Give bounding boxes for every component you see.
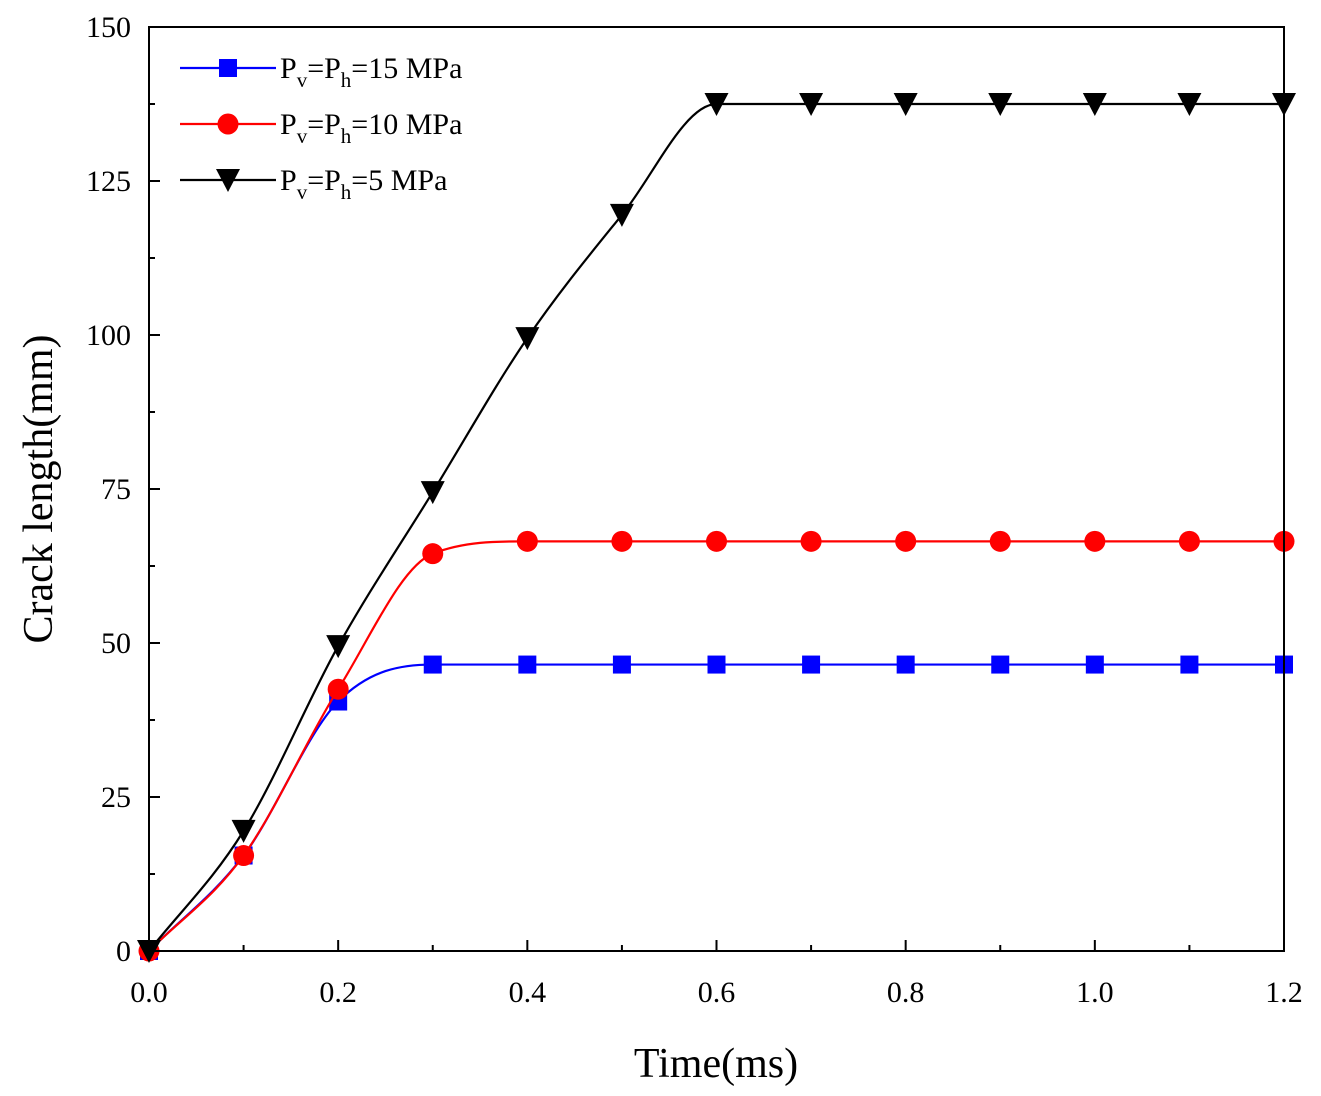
data-point [1084, 530, 1106, 552]
data-point [233, 845, 255, 867]
legend-subscript: v [297, 68, 308, 92]
data-point [612, 655, 631, 674]
legend-subscript: h [341, 124, 352, 148]
data-point [231, 819, 256, 843]
data-point [896, 655, 915, 674]
x-tick-label: 0.8 [887, 976, 925, 1009]
x-tick-label: 1.0 [1076, 976, 1114, 1009]
data-point [327, 678, 349, 700]
legend-text-part: P [280, 52, 297, 85]
ticks-layer: 0.0 0.2 0.4 0.6 0.8 1.0 1.2 0 25 50 75 100 125 150 [86, 11, 1303, 1009]
series-0 [140, 655, 1293, 960]
data-point [423, 655, 442, 674]
series-2 [137, 93, 1296, 963]
x-tick-label: 0.2 [319, 976, 357, 1009]
data-point [422, 543, 444, 565]
legend-text-part: =10 MPa [351, 108, 462, 141]
legend-text-part: =P [307, 108, 341, 141]
y-tick-label: 100 [86, 319, 131, 352]
data-point [518, 655, 537, 674]
legend-marker [216, 169, 240, 192]
x-tick-label: 0.6 [698, 976, 736, 1009]
data-point [893, 93, 918, 116]
legend-text-part: =5 MPa [351, 164, 447, 197]
data-point [991, 655, 1010, 674]
data-point [704, 93, 729, 116]
y-tick-label: 125 [86, 165, 131, 198]
y-tick-label: 25 [101, 781, 131, 814]
series-1 [138, 530, 1295, 962]
data-point [1178, 530, 1200, 552]
data-point [988, 93, 1013, 116]
data-point [800, 530, 822, 552]
data-point [1177, 93, 1202, 116]
legend-marker [219, 59, 237, 77]
y-tick-label: 0 [116, 935, 131, 968]
x-tick-label: 1.2 [1265, 976, 1303, 1009]
legend-text-part: =P [307, 52, 341, 85]
data-point [989, 530, 1011, 552]
data-point [609, 203, 634, 227]
data-point [895, 530, 917, 552]
y-tick-label: 50 [101, 627, 131, 660]
y-tick-label: 150 [86, 11, 131, 44]
data-point [799, 93, 824, 116]
legend-text-part: P [280, 108, 297, 141]
series-line [148, 102, 1284, 952]
series-line [148, 540, 1284, 952]
y-tick-label: 75 [101, 473, 131, 506]
legend-text-part: P [280, 164, 297, 197]
data-point [706, 530, 727, 552]
x-tick-label: 0.0 [130, 976, 168, 1009]
data-point [1082, 93, 1107, 116]
data-point [1180, 655, 1199, 674]
legend-subscript: h [341, 68, 352, 92]
legend-subscript: v [297, 180, 308, 204]
legend-subscript: v [297, 124, 308, 148]
x-axis-title: Time(ms) [634, 1041, 798, 1087]
legend-text-part: =15 MPa [351, 52, 462, 85]
legend-marker [217, 113, 239, 135]
legend-text-part: =P [307, 164, 341, 197]
data-point [611, 530, 633, 552]
x-tick-label: 0.4 [509, 976, 547, 1009]
legend-subscript: h [341, 180, 352, 204]
data-point [516, 530, 538, 552]
data-point [802, 655, 821, 674]
legend-label: Pv=Ph=5 MPa [280, 164, 447, 204]
data-point [420, 481, 445, 505]
data-point [707, 655, 726, 674]
series-line [148, 663, 1284, 952]
legend-label: Pv=Ph=10 MPa [280, 108, 462, 148]
data-point [326, 635, 351, 659]
legend-label: Pv=Ph=15 MPa [280, 52, 462, 92]
data-point [515, 327, 540, 351]
data-point [1085, 655, 1104, 674]
series-layer [137, 93, 1296, 963]
y-axis-title: Crack length(mm) [16, 334, 62, 643]
